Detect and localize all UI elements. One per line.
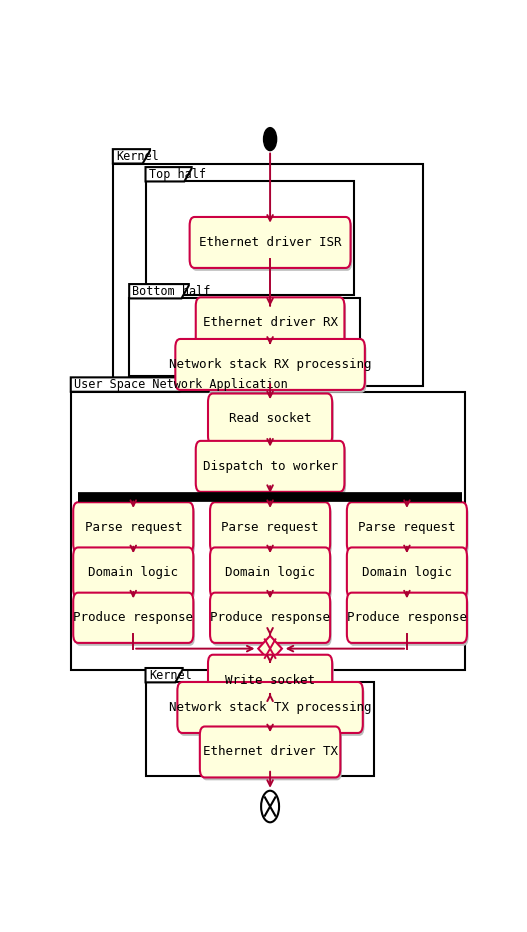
FancyBboxPatch shape bbox=[75, 550, 195, 600]
FancyBboxPatch shape bbox=[212, 505, 332, 555]
Text: Write socket: Write socket bbox=[225, 674, 315, 687]
FancyBboxPatch shape bbox=[210, 658, 334, 708]
Polygon shape bbox=[113, 149, 150, 163]
Text: Produce response: Produce response bbox=[210, 611, 330, 624]
Text: Network stack TX processing: Network stack TX processing bbox=[169, 701, 372, 714]
Text: Parse request: Parse request bbox=[358, 521, 456, 534]
Polygon shape bbox=[129, 284, 189, 298]
Text: Ethernet driver ISR: Ethernet driver ISR bbox=[199, 236, 341, 249]
FancyBboxPatch shape bbox=[208, 393, 332, 445]
FancyBboxPatch shape bbox=[347, 502, 467, 553]
FancyBboxPatch shape bbox=[73, 502, 193, 553]
FancyBboxPatch shape bbox=[190, 217, 350, 267]
FancyBboxPatch shape bbox=[201, 730, 342, 780]
FancyBboxPatch shape bbox=[198, 444, 346, 495]
Text: Produce response: Produce response bbox=[347, 611, 467, 624]
FancyBboxPatch shape bbox=[73, 593, 193, 643]
Polygon shape bbox=[145, 668, 183, 682]
FancyBboxPatch shape bbox=[348, 505, 469, 555]
Bar bbox=[71, 391, 465, 670]
Text: Produce response: Produce response bbox=[73, 611, 193, 624]
Text: Domain logic: Domain logic bbox=[362, 566, 452, 579]
FancyBboxPatch shape bbox=[198, 300, 346, 351]
Circle shape bbox=[261, 790, 279, 822]
FancyBboxPatch shape bbox=[73, 547, 193, 597]
FancyBboxPatch shape bbox=[177, 342, 366, 392]
Bar bbox=[113, 163, 423, 386]
FancyBboxPatch shape bbox=[347, 593, 467, 643]
FancyBboxPatch shape bbox=[75, 596, 195, 646]
Text: Parse request: Parse request bbox=[84, 521, 182, 534]
FancyBboxPatch shape bbox=[191, 220, 352, 271]
FancyBboxPatch shape bbox=[200, 727, 340, 777]
FancyBboxPatch shape bbox=[208, 655, 332, 706]
FancyBboxPatch shape bbox=[210, 593, 330, 643]
Text: Parse request: Parse request bbox=[221, 521, 319, 534]
FancyBboxPatch shape bbox=[348, 596, 469, 646]
FancyBboxPatch shape bbox=[210, 547, 330, 597]
Text: Ethernet driver TX: Ethernet driver TX bbox=[202, 746, 338, 759]
FancyBboxPatch shape bbox=[212, 550, 332, 600]
Bar bbox=[145, 182, 354, 295]
Text: Dispatch to worker: Dispatch to worker bbox=[202, 459, 338, 473]
FancyBboxPatch shape bbox=[212, 596, 332, 646]
Text: Ethernet driver RX: Ethernet driver RX bbox=[202, 316, 338, 329]
Polygon shape bbox=[145, 167, 192, 182]
Bar bbox=[145, 682, 374, 775]
Bar bbox=[129, 298, 360, 376]
FancyBboxPatch shape bbox=[75, 505, 195, 555]
FancyBboxPatch shape bbox=[196, 441, 345, 492]
FancyBboxPatch shape bbox=[178, 682, 363, 733]
Polygon shape bbox=[258, 636, 282, 662]
FancyBboxPatch shape bbox=[210, 502, 330, 553]
Text: Kernel: Kernel bbox=[116, 150, 159, 163]
Polygon shape bbox=[71, 377, 216, 391]
FancyBboxPatch shape bbox=[347, 547, 467, 597]
FancyBboxPatch shape bbox=[196, 297, 345, 349]
Text: Kernel: Kernel bbox=[149, 668, 191, 681]
Text: Network stack RX processing: Network stack RX processing bbox=[169, 358, 372, 371]
Text: User Space Network Application: User Space Network Application bbox=[74, 378, 288, 391]
Text: Top half: Top half bbox=[149, 168, 206, 181]
FancyBboxPatch shape bbox=[179, 685, 365, 736]
FancyBboxPatch shape bbox=[348, 550, 469, 600]
Circle shape bbox=[264, 128, 277, 151]
Text: Read socket: Read socket bbox=[229, 413, 311, 426]
Text: Domain logic: Domain logic bbox=[88, 566, 178, 579]
Text: Bottom half: Bottom half bbox=[132, 285, 211, 297]
FancyBboxPatch shape bbox=[210, 396, 334, 447]
Text: Domain logic: Domain logic bbox=[225, 566, 315, 579]
FancyBboxPatch shape bbox=[175, 339, 365, 390]
